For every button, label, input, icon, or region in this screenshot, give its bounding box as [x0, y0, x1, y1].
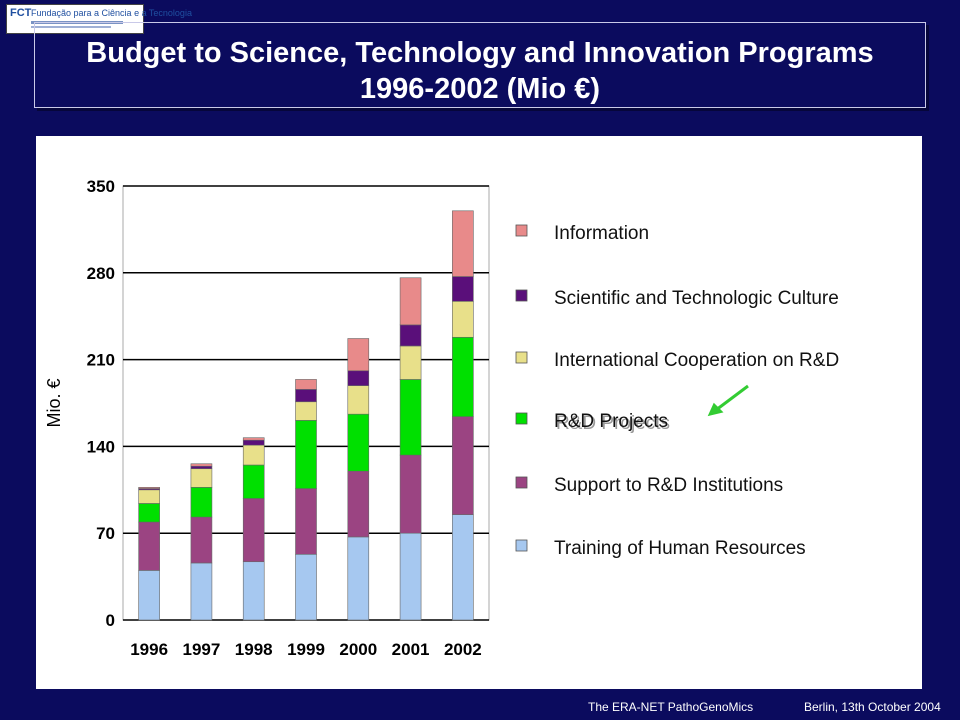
logo-subline-2: [31, 26, 111, 28]
bar-segment: [347, 338, 370, 372]
x-tick-label: 2002: [444, 640, 482, 659]
bar-segment: [190, 463, 213, 467]
bar-segment: [138, 489, 160, 504]
bar-segment: [190, 562, 213, 621]
bar-segment: [295, 379, 317, 390]
y-tick-label: 140: [87, 437, 115, 456]
y-tick-label: 210: [87, 351, 115, 370]
bar-segment: [242, 439, 265, 446]
bar-segment: [452, 210, 474, 277]
bar-segment: [242, 498, 265, 563]
legend-label: Information: [554, 223, 649, 244]
bar-segment: [347, 536, 370, 621]
chart-panel: 0 70 140 210 280 350 1996 1997 1998 1999 2000 2001 2…: [36, 136, 922, 689]
bar-segment: [138, 570, 160, 621]
bar-segment: [399, 454, 422, 534]
x-tick-label: 2001: [392, 640, 430, 659]
bar-segment: [190, 468, 213, 488]
bar-segment: [295, 553, 317, 621]
bar-segment: [399, 277, 422, 326]
bar-segment: [399, 345, 422, 380]
bar-segment: [138, 487, 160, 489]
legend-swatch: [515, 539, 528, 552]
legend-swatch: [515, 351, 528, 364]
bar-segment: [242, 444, 265, 466]
bar-segment: [190, 487, 213, 518]
bar-segment: [347, 385, 370, 415]
bar-segment: [347, 413, 370, 472]
bar-segment: [452, 276, 474, 302]
bar-segment: [399, 324, 422, 347]
bar-segment: [295, 420, 317, 489]
annotation-arrow-shaft: [715, 384, 749, 412]
legend-label: International Cooperation on R&D: [554, 350, 839, 371]
legend-label: Training of Human Resources: [554, 538, 806, 559]
legend-swatch: [515, 224, 528, 237]
bar-segment: [452, 301, 474, 338]
bar-segment: [295, 401, 317, 421]
bar-segment: [138, 503, 160, 523]
x-tick-label: 2000: [339, 640, 377, 659]
bar-segment: [295, 389, 317, 403]
y-tick-label: 0: [106, 611, 115, 630]
legend-label: Support to R&D Institutions: [554, 475, 783, 496]
title-box: Budget to Science, Technology and Innova…: [34, 22, 926, 108]
bar-segment: [242, 464, 265, 499]
bar-segment: [399, 532, 422, 621]
legend-swatch: [515, 476, 528, 489]
bar-segment: [295, 488, 317, 555]
bar-segment: [242, 437, 265, 441]
page-subtitle: 1996-2002 (Mio €): [359, 73, 601, 105]
logo-text: Fundação para a Ciência e a Tecnologia: [31, 8, 192, 18]
legend-label: R&D Projects: [554, 411, 668, 432]
y-tick-label: 280: [87, 264, 115, 283]
legend-label: Scientific and Technologic Culture: [554, 288, 839, 309]
x-tick-label: 1998: [235, 640, 273, 659]
bar-segment: [190, 465, 213, 470]
bar-segment: [138, 521, 160, 571]
bar-segment: [347, 470, 370, 538]
y-axis-label: Mio. €: [44, 378, 64, 427]
bar-segment: [347, 370, 370, 386]
x-tick-label: 1997: [183, 640, 221, 659]
bar-segment: [452, 514, 474, 621]
budget-chart: 0 70 140 210 280 350 1996 1997 1998 1999 2000 2001 2…: [44, 177, 839, 659]
legend-label-shadow: R&D Projects: [556, 413, 670, 434]
legend-swatch: [515, 412, 528, 425]
x-tick-label: 1999: [287, 640, 325, 659]
page-title: Budget to Science, Technology and Innova…: [86, 37, 874, 69]
bar-segment: [190, 516, 213, 564]
bar-segment: [399, 379, 422, 456]
bar-segment: [452, 336, 474, 417]
legend-swatch: [515, 289, 528, 302]
bar-segment: [452, 416, 474, 515]
y-tick-label: 70: [96, 524, 115, 543]
logo-mark: FCT: [10, 7, 32, 19]
footer-project: The ERA-NET PathoGenoMics: [588, 700, 754, 714]
footer-date: Berlin, 13th October 2004: [804, 700, 941, 714]
x-tick-label: 1996: [130, 640, 168, 659]
annotation-arrow-head: [707, 402, 724, 417]
y-tick-label: 350: [87, 177, 115, 196]
bar-segment: [242, 561, 265, 621]
